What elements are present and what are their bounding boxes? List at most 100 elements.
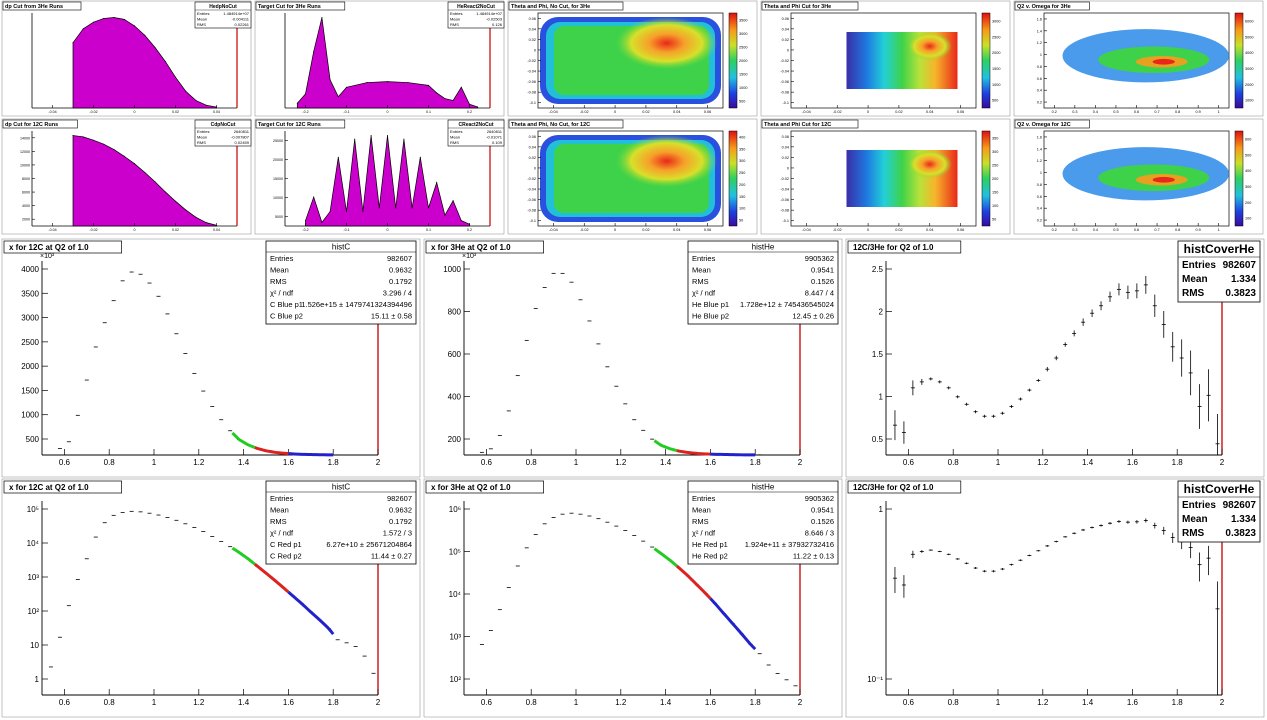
hist-bin-point xyxy=(103,17,105,19)
zaxis-tick-label: 200 xyxy=(1245,201,1251,205)
plot-xtick-label: 1 xyxy=(152,458,157,467)
heatmap-xtick-label: -0.02 xyxy=(833,110,842,114)
stats-value: 0.109 xyxy=(492,140,503,145)
heatmap-ytick-label: 1.4 xyxy=(1037,147,1042,151)
hist-bin-point xyxy=(164,60,166,62)
hist-xtick-label: -0.04 xyxy=(48,110,56,114)
hist-bin-point xyxy=(329,79,331,81)
stats-value: 1.924e+11 ± 37932732416 xyxy=(745,540,834,549)
heatmap-ytick-label: 0.4 xyxy=(1037,89,1042,93)
heatmap-xtick-label: 0.02 xyxy=(895,110,902,114)
hist-ytick-label: 2000 xyxy=(22,218,30,222)
stats-key: Entries xyxy=(692,494,716,503)
zaxis-tick-label: 100 xyxy=(992,204,998,208)
stats-title: histHe xyxy=(752,243,775,252)
heatmap-xtick-label: 0.5 xyxy=(1113,228,1118,232)
hist-bin-point xyxy=(370,135,372,137)
plot-ytick-label: 1000 xyxy=(21,411,39,420)
big-panel-title-box xyxy=(425,480,544,494)
big-panel-3: x for 12C at Q2 of 1.0 0.6 0.8 1 1.2 1.4 1.6 1.… xyxy=(1,478,421,718)
stats-title: histC xyxy=(332,243,350,252)
plot-xtick-label: 2 xyxy=(1220,698,1225,707)
stats-value: 0.02261 xyxy=(235,22,250,27)
heatmap-ytick-label: 0.8 xyxy=(1037,65,1042,69)
heatmap-ytick-label: 0.02 xyxy=(782,156,789,160)
heatmap-ytick-label: 0.8 xyxy=(1037,183,1042,187)
heatmap-ytick-label: -0.1 xyxy=(782,219,789,223)
heatmap-xtick-label: 0.9 xyxy=(1196,228,1201,232)
plot-xtick-label: 0.6 xyxy=(481,698,493,707)
plot-xtick-label: 1 xyxy=(574,698,579,707)
top-panel-9: Q2 v. Omega for 12C 600 500 400 300 200 100 0.2… xyxy=(1013,118,1264,235)
hist-bin-point xyxy=(313,50,315,52)
plot-ytick-label: 1 xyxy=(879,505,884,514)
fit-curve-segment xyxy=(254,446,289,456)
zaxis-tick-label: 400 xyxy=(739,135,745,139)
hist-bin-point xyxy=(346,211,347,213)
hist-bin-point xyxy=(378,207,380,209)
hist-bin-point xyxy=(93,139,94,141)
stats-value: 9905362 xyxy=(805,254,834,263)
stats-value: 0.9632 xyxy=(389,506,412,515)
hist-bin-point xyxy=(185,90,187,92)
stats-value: 1.572 / 3 xyxy=(383,529,412,538)
big-panel-title: x for 3He at Q2 of 1.0 xyxy=(431,483,511,492)
heatmap-ytick-label: -0.04 xyxy=(527,70,536,74)
stats-value: 0.9632 xyxy=(389,266,412,275)
heatmap-ytick-label: -0.08 xyxy=(780,91,789,95)
stats-title: histHe xyxy=(752,483,775,492)
plot-xtick-label: 0.8 xyxy=(104,698,116,707)
plot-ytick-label: 1500 xyxy=(21,386,39,395)
stats-box xyxy=(1177,480,1261,543)
top-panel-title-box xyxy=(2,119,78,129)
zaxis-tick-label: 5000 xyxy=(1245,35,1253,39)
zaxis-colorbar xyxy=(728,130,738,227)
heatmap-ytick-label: 1.2 xyxy=(1037,159,1042,163)
stats-key: C Red p1 xyxy=(270,540,302,549)
heatmap-xtick-label: 0.5 xyxy=(1113,110,1118,114)
hist-bin-point xyxy=(113,17,115,19)
plot-xtick-label: 1.2 xyxy=(615,458,627,467)
top-panel-title: Theta and Phi, No Cut, for 12C xyxy=(511,122,590,128)
heatmap-hotspot xyxy=(616,16,718,70)
stats-value: -0.007807 xyxy=(231,135,250,140)
heatmap-hotspot xyxy=(616,135,718,188)
plot-xtick-label: 1.8 xyxy=(750,458,762,467)
plot-xtick-label: 0.6 xyxy=(59,698,71,707)
plot-ytick-label: 10³ xyxy=(27,573,39,582)
hist-bin-point xyxy=(354,138,356,140)
plot-xtick-label: 1.4 xyxy=(1082,458,1094,467)
heatmap-ytick-label: 0.02 xyxy=(529,156,536,160)
stats-value: 8.447 / 4 xyxy=(805,289,834,298)
hist-bin-point xyxy=(337,96,339,98)
heatmap-ytick-label: -0.1 xyxy=(529,219,536,223)
stats-value: 1.526e+15 ± 1479741324394496 xyxy=(301,300,412,309)
zaxis-tick-label: 250 xyxy=(992,163,998,167)
zaxis-tick-label: 250 xyxy=(739,171,745,175)
zaxis-tick-label: 100 xyxy=(1245,217,1251,221)
fit-curve-segment xyxy=(287,590,335,636)
big-panel-title-box xyxy=(3,480,122,494)
heatmap-ytick-label: 0 xyxy=(787,166,789,170)
heatmap-ytick-label: 1.4 xyxy=(1037,29,1042,33)
fit-curve-segment xyxy=(710,452,756,457)
zaxis-colorbar xyxy=(981,12,991,109)
plot-xtick-label: 0.8 xyxy=(948,458,960,467)
hist-bin-point xyxy=(305,220,306,222)
heatmap-xtick-label: 0.3 xyxy=(1072,110,1077,114)
heatmap-ytick-label: 0.6 xyxy=(1037,77,1042,81)
zaxis-tick-label: 2500 xyxy=(739,45,747,49)
plot-ytick-label: 3500 xyxy=(21,289,39,298)
heatmap-ytick-label: 0.04 xyxy=(529,145,536,149)
heatmap-ytick-label: -0.06 xyxy=(527,80,536,84)
hist-bin-point xyxy=(195,100,197,102)
heatmap-xtick-label: 0.06 xyxy=(704,110,711,114)
stats-box xyxy=(194,1,252,29)
heatmap-xtick-label: 0.02 xyxy=(642,110,649,114)
hist-bin-point xyxy=(411,207,413,209)
hist-xtick-label: -0.02 xyxy=(89,110,97,114)
zaxis-tick-label: 1500 xyxy=(992,67,1000,71)
plot-xtick-label: 1.4 xyxy=(660,458,672,467)
plot-xtick-label: 1.4 xyxy=(238,698,250,707)
heatmap-xtick-label: -0.02 xyxy=(580,228,589,232)
